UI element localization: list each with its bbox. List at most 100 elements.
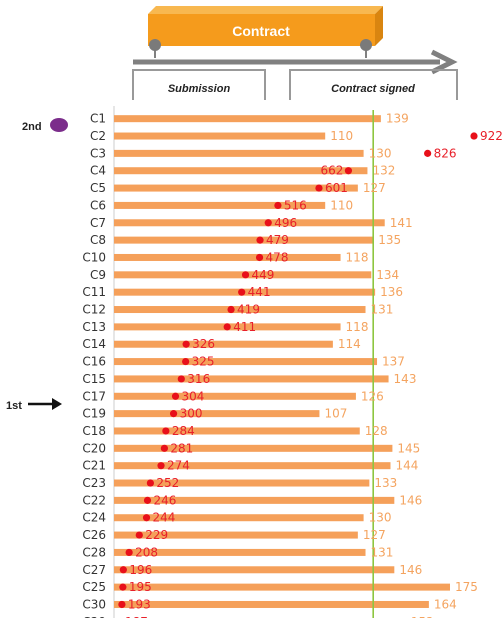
point-value-label: 304: [182, 389, 205, 403]
bar: [114, 444, 393, 452]
category-label: C15: [82, 372, 106, 386]
bar: [114, 132, 326, 140]
category-label: C22: [82, 493, 106, 507]
submission-bracket: [132, 69, 266, 100]
bar: [114, 479, 370, 487]
category-label: C17: [82, 389, 106, 403]
bar-value-label: 175: [455, 580, 478, 594]
point-value-label: 252: [156, 476, 179, 490]
bar: [114, 115, 381, 123]
bar-value-label: 137: [382, 355, 405, 369]
contract-box-top: [148, 6, 383, 14]
category-label: C6: [90, 198, 106, 212]
category-label: C14: [82, 337, 106, 351]
bar: [114, 306, 366, 314]
data-point: [182, 340, 190, 348]
bar: [114, 219, 385, 227]
category-label: C20: [82, 441, 106, 455]
point-value-label: 325: [192, 355, 215, 369]
contract-pin-right-head: [360, 39, 372, 51]
bar: [114, 514, 364, 522]
bar-value-label: 135: [378, 233, 401, 247]
dot-layer: [118, 132, 478, 609]
data-point: [169, 410, 178, 418]
bar-value-label: 107: [324, 407, 347, 421]
bar-value-label: 131: [371, 545, 394, 559]
bar-layer: [114, 115, 450, 608]
category-label: C24: [82, 511, 106, 525]
contract-label: Contract: [232, 23, 290, 39]
point-value-label: 187: [125, 615, 148, 618]
rank-markers: 2nd 1st: [6, 118, 68, 412]
bar: [114, 358, 378, 366]
bar-value-label: 146: [399, 563, 422, 577]
bar-value-label: 118: [346, 250, 369, 264]
bar-value-label: 146: [399, 493, 422, 507]
point-value-label: 496: [274, 216, 297, 230]
point-value-label: 326: [192, 337, 215, 351]
bar: [114, 583, 450, 591]
data-point: [157, 462, 165, 470]
bar: [114, 201, 326, 209]
bar-value-label: 110: [330, 129, 353, 143]
bar: [114, 149, 364, 157]
category-label: C2: [90, 129, 106, 143]
category-label: C1: [90, 112, 106, 126]
point-value-label: 479: [266, 233, 289, 247]
point-value-label: 193: [128, 597, 151, 611]
bar-value-label: 126: [361, 389, 384, 403]
data-point: [255, 253, 264, 262]
category-label: C8: [90, 233, 106, 247]
bar-value-label: 127: [363, 181, 386, 195]
point-value-label: 419: [237, 303, 260, 317]
category-label: C29: [82, 615, 106, 618]
data-point: [470, 132, 478, 140]
bar-value-label: 130: [369, 511, 392, 525]
bar: [114, 253, 341, 261]
first-label: 1st: [6, 400, 22, 412]
data-point: [171, 392, 180, 400]
bar: [114, 496, 395, 504]
category-label: C28: [82, 545, 106, 559]
data-point: [142, 514, 151, 522]
bar-value-label: 139: [386, 112, 409, 126]
category-label: C25: [82, 580, 106, 594]
data-point: [160, 444, 169, 452]
point-value-label: 274: [167, 459, 190, 473]
category-label: C10: [82, 250, 106, 264]
data-point: [241, 271, 250, 279]
bar: [114, 236, 374, 244]
category-label: C3: [90, 146, 106, 160]
bar-value-label: 145: [397, 441, 420, 455]
point-value-label: 449: [252, 268, 275, 282]
category-label: C9: [90, 268, 106, 282]
contract-box: [148, 14, 375, 46]
point-value-label: 195: [129, 580, 152, 594]
category-label: C18: [82, 424, 106, 438]
point-value-label: 478: [266, 250, 289, 264]
category-label: C5: [90, 181, 106, 195]
point-value-label: 244: [153, 511, 176, 525]
data-point: [162, 427, 170, 435]
data-point: [146, 479, 154, 487]
point-value-label: 826: [434, 146, 457, 160]
point-value-label: 662: [321, 164, 344, 178]
bar: [114, 340, 333, 348]
bar-value-label: 164: [434, 597, 457, 611]
data-point: [119, 583, 127, 591]
second-label: 2nd: [22, 121, 42, 133]
data-point: [119, 566, 127, 574]
data-point: [227, 305, 235, 314]
point-value-label: 196: [129, 563, 152, 577]
bar: [114, 410, 320, 418]
category-label: C30: [82, 597, 106, 611]
data-point: [223, 323, 231, 331]
bar: [114, 392, 356, 400]
bar-value-label: 143: [394, 372, 417, 386]
bar-value-label: 130: [369, 146, 392, 160]
data-point: [264, 219, 272, 227]
axis-layer: [113, 106, 115, 618]
data-point: [118, 600, 126, 609]
bar-value-label: 136: [380, 285, 403, 299]
